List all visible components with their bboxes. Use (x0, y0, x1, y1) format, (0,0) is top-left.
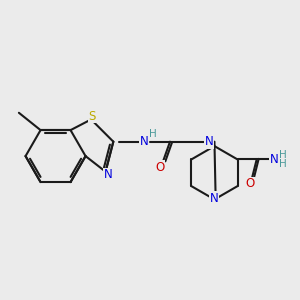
Text: O: O (155, 161, 165, 174)
Text: N: N (210, 192, 219, 205)
Text: N: N (270, 153, 279, 166)
Text: O: O (245, 177, 255, 190)
Text: N: N (140, 135, 149, 148)
Text: H: H (280, 150, 287, 160)
Text: H: H (149, 129, 157, 139)
Text: N: N (103, 169, 112, 182)
Text: S: S (88, 110, 96, 123)
Text: N: N (205, 135, 213, 148)
Text: H: H (280, 159, 287, 169)
